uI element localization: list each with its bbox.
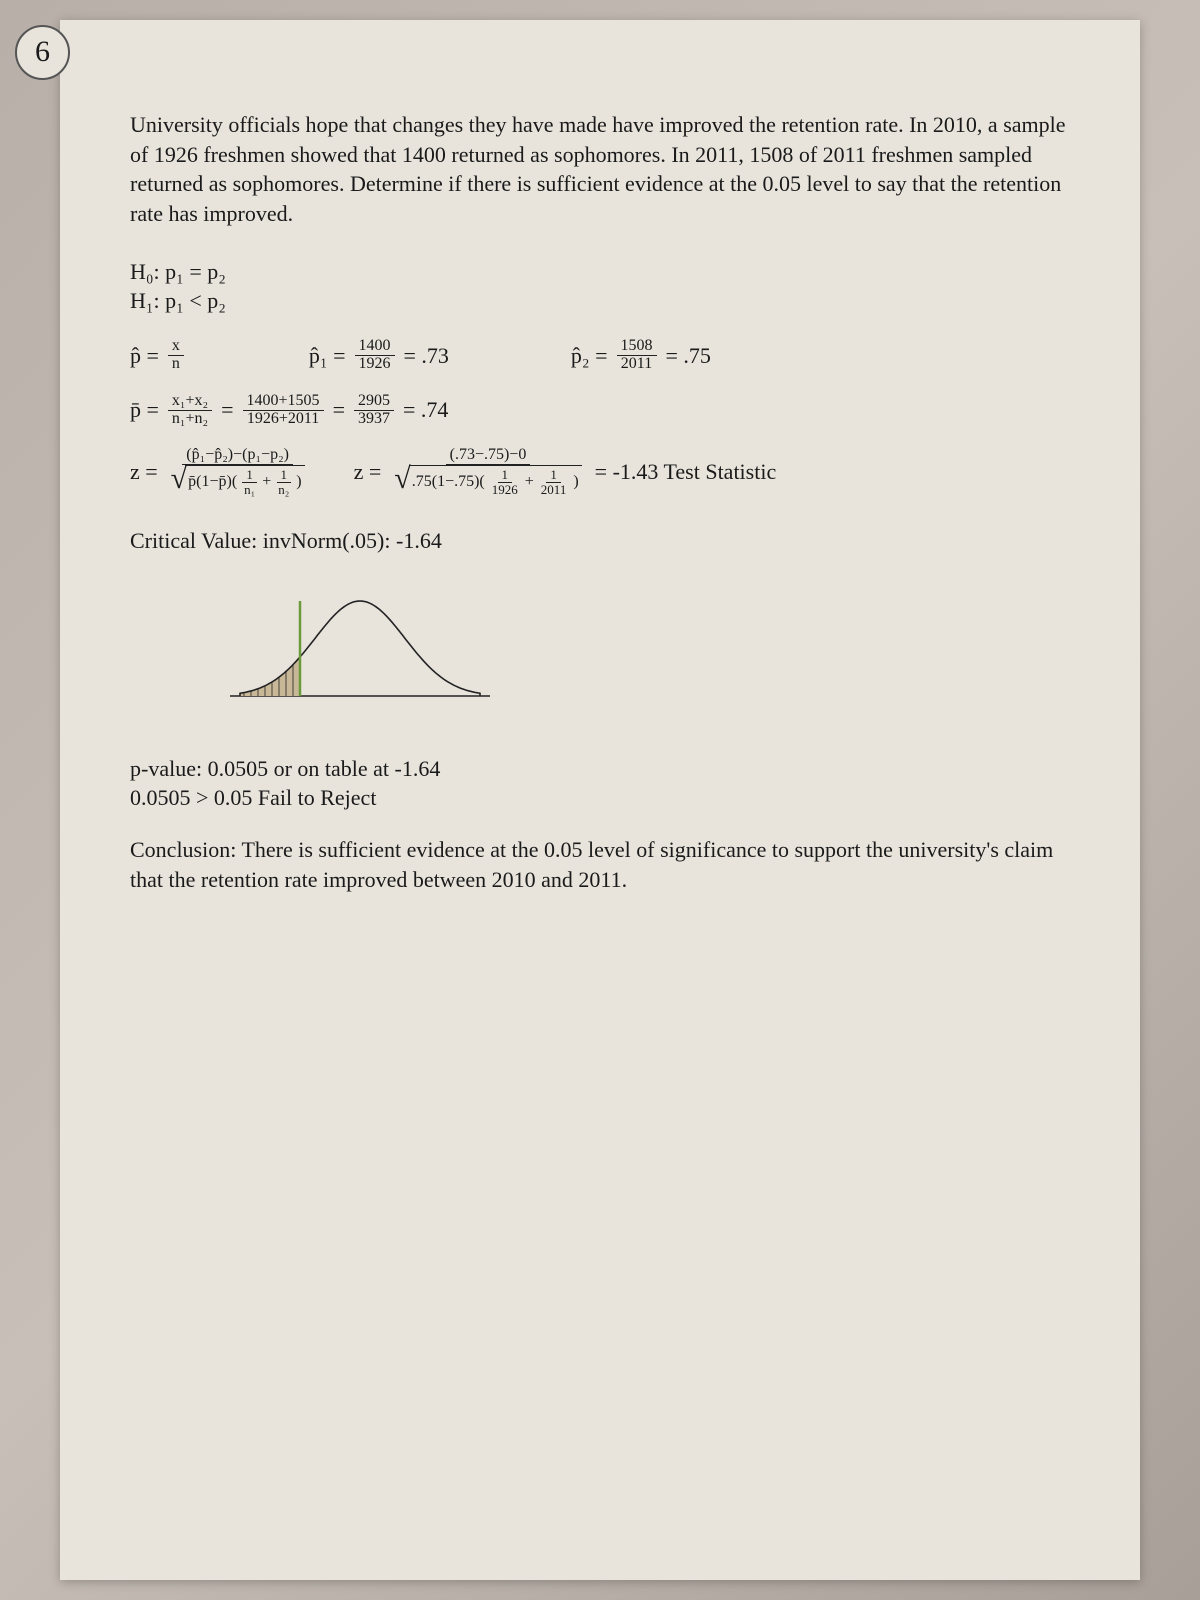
problem-number-circle: 6: [15, 25, 70, 80]
phat-den: n: [168, 356, 184, 373]
z-plus1: +: [262, 474, 271, 491]
z-plus2: +: [525, 474, 534, 491]
phat-line: p̂ = x n p̂₁ = 1400 1926 = .73 p̂₂ = 150…: [130, 338, 1070, 373]
pbar-f3: 2905 3937: [354, 393, 394, 428]
z2-f1: 1 1926: [488, 468, 522, 496]
z2-f2d: 2011: [537, 483, 571, 497]
worksheet-page: 6 University officials hope that changes…: [60, 20, 1140, 1580]
p2-val: = .75: [666, 341, 711, 371]
phat-num: x: [168, 338, 184, 356]
pbar-f2: 1400+1505 1926+2011: [243, 393, 324, 428]
null-hypothesis: H₀: p₁ = p₂: [130, 257, 1070, 287]
p1-num: 1400: [355, 338, 395, 356]
z-rad1-f1: 1 n₁: [240, 468, 259, 496]
pbar-f1-den: n₁+n₂: [168, 411, 212, 428]
p2-label: p̂₂ =: [571, 341, 608, 371]
z2-f1n: 1: [498, 468, 513, 483]
z2-den: √ .75(1−.75)( 1 1926 + 1 2011 ): [390, 465, 585, 496]
z-radicand1: p̄(1−p̄)( 1 n₁ + 1 n₂ ): [185, 465, 304, 496]
z-f1-num: (p̂₁−p̂₂)−(p₁−p₂): [182, 447, 293, 465]
z-result: = -1.43 Test Statistic: [595, 457, 777, 487]
pbar-line: p̄ = x₁+x₂ n₁+n₂ = 1400+1505 1926+2011 =…: [130, 393, 1070, 428]
z-rad1-f2: 1 n₂: [274, 468, 293, 496]
problem-text: University officials hope that changes t…: [130, 110, 1070, 229]
hypotheses: H₀: p₁ = p₂ H₁: p₁ < p₂: [130, 257, 1070, 316]
z-f1-den: √ p̄(1−p̄)( 1 n₁ + 1 n₂ ): [167, 465, 309, 496]
pbar-label: p̄ =: [130, 395, 159, 425]
pvalue-line2: 0.0505 > 0.05 Fail to Reject: [130, 783, 1070, 813]
phat-label: p̂ =: [130, 341, 159, 371]
z-label: z =: [130, 457, 158, 487]
pvalue-block: p-value: 0.0505 or on table at -1.64 0.0…: [130, 754, 1070, 813]
eq2: =: [333, 395, 345, 425]
pbar-f1-num: x₁+x₂: [168, 393, 212, 411]
z2-label: z =: [354, 457, 382, 487]
z-line: z = (p̂₁−p̂₂)−(p₁−p₂) √ p̄(1−p̄)( 1 n₁ +…: [130, 447, 1070, 496]
pbar-val: = .74: [403, 395, 448, 425]
critical-value: Critical Value: invNorm(.05): -1.64: [130, 526, 442, 556]
pbar-f2-den: 1926+2011: [243, 411, 323, 428]
z2-num: (.73−.75)−0: [446, 447, 531, 465]
z-rad1-f2n: 1: [277, 468, 292, 483]
phat-frac: x n: [168, 338, 184, 373]
z-rad1-f1d: n₁: [240, 483, 259, 497]
z-rad1-close: ): [296, 474, 301, 491]
p2-den: 2011: [617, 356, 656, 373]
z2-f1d: 1926: [488, 483, 522, 497]
p2-frac: 1508 2011: [617, 338, 657, 373]
pbar-f2-num: 1400+1505: [243, 393, 324, 411]
pbar-f1: x₁+x₂ n₁+n₂: [168, 393, 212, 428]
z-rad1-text: p̄(1−p̄)(: [188, 474, 237, 491]
problem-number: 6: [35, 32, 50, 73]
z2-f2: 1 2011: [537, 468, 571, 496]
eq1: =: [221, 395, 233, 425]
p1-val: = .73: [404, 341, 449, 371]
p1-label: p̂₁ =: [309, 341, 346, 371]
alt-hypothesis: H₁: p₁ < p₂: [130, 286, 1070, 316]
z-sqrt1: √ p̄(1−p̄)( 1 n₁ + 1 n₂ ): [171, 465, 305, 496]
z-rad1-f1n: 1: [242, 468, 257, 483]
z-frac1: (p̂₁−p̂₂)−(p₁−p₂) √ p̄(1−p̄)( 1 n₁ + 1 n…: [167, 447, 309, 496]
bell-curve-diagram: [220, 586, 500, 716]
p2-num: 1508: [617, 338, 657, 356]
p1-den: 1926: [355, 356, 395, 373]
z-radicand2: .75(1−.75)( 1 1926 + 1 2011 ): [409, 465, 582, 496]
z2-f2n: 1: [546, 468, 561, 483]
critical-value-line: Critical Value: invNorm(.05): -1.64: [130, 526, 1070, 556]
z-sqrt2: √ .75(1−.75)( 1 1926 + 1 2011 ): [394, 465, 581, 496]
pbar-f3-num: 2905: [354, 393, 394, 411]
z2-close: ): [573, 474, 578, 491]
z-frac2: (.73−.75)−0 √ .75(1−.75)( 1 1926 + 1 201…: [390, 447, 585, 496]
z-rad1-f2d: n₂: [274, 483, 293, 497]
pbar-f3-den: 3937: [354, 411, 394, 428]
p1-frac: 1400 1926: [355, 338, 395, 373]
z2-rad-text: .75(1−.75)(: [412, 474, 485, 491]
conclusion-text: Conclusion: There is sufficient evidence…: [130, 835, 1070, 894]
pvalue-line1: p-value: 0.0505 or on table at -1.64: [130, 754, 1070, 784]
